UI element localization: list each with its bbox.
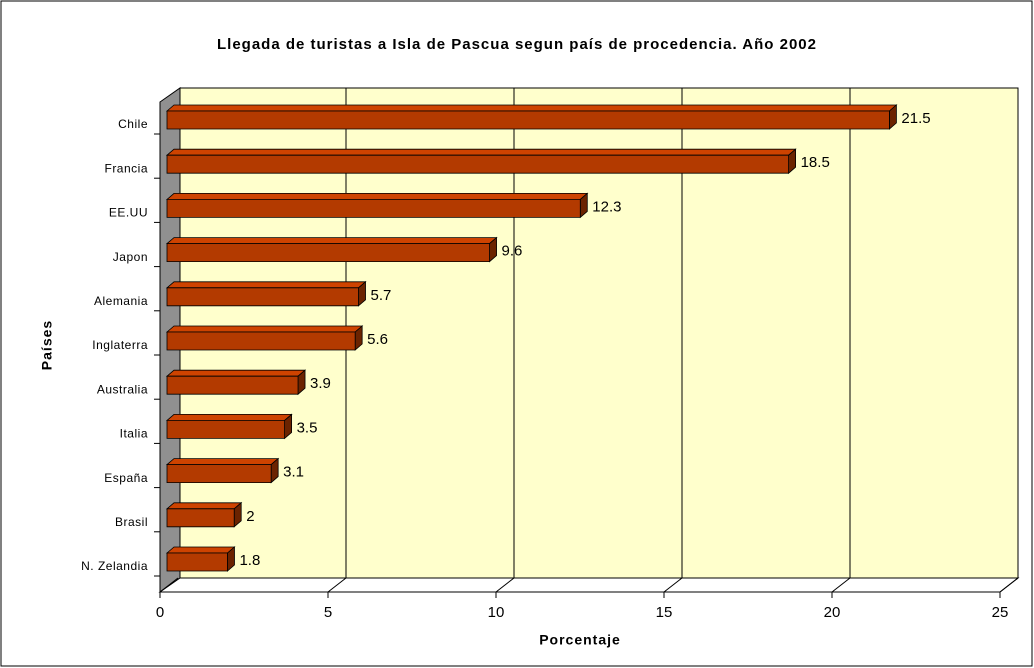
y-tick-label: N. Zelandia <box>81 559 148 573</box>
bar <box>165 457 280 484</box>
bar-front <box>166 331 356 351</box>
bar-top <box>165 546 236 554</box>
value-label: 3.1 <box>283 464 304 481</box>
bar-top <box>165 192 589 200</box>
bar-front <box>166 287 359 307</box>
floor-grid-line <box>999 577 1019 593</box>
bar <box>165 501 243 528</box>
bar-top <box>165 369 307 377</box>
floor <box>158 577 1020 593</box>
bar <box>165 369 307 396</box>
x-tick-label: 10 <box>488 604 505 621</box>
y-tick-label: Inglaterra <box>92 338 148 352</box>
bar-top <box>165 237 498 245</box>
x-tick-label: 20 <box>824 604 841 621</box>
value-label: 5.7 <box>371 287 392 304</box>
x-tick-label: 0 <box>156 604 164 621</box>
bar-front <box>166 243 490 263</box>
bar-top <box>165 413 293 421</box>
bar-front <box>166 508 235 528</box>
value-label: 3.5 <box>297 419 318 436</box>
value-label: 18.5 <box>801 154 830 171</box>
bar-front <box>166 464 272 484</box>
y-tick-label: Japon <box>113 250 148 264</box>
floor-grid-line <box>159 577 179 593</box>
bar-top <box>165 502 243 510</box>
y-tick-label: EE.UU <box>109 206 148 220</box>
bar-top <box>165 458 280 466</box>
y-tick-label: Brasil <box>115 515 148 529</box>
y-tick-label: Francia <box>104 161 148 175</box>
y-tick-label: Italia <box>120 427 148 441</box>
value-label: 2 <box>246 508 254 525</box>
value-label: 21.5 <box>901 110 930 127</box>
bar-top <box>165 148 797 156</box>
bar-front <box>166 552 228 572</box>
bar-front <box>166 375 299 395</box>
floor-grid-line <box>495 577 515 593</box>
y-tick-label: Chile <box>118 117 148 131</box>
y-tick-label: Alemania <box>94 294 148 308</box>
chart-title: Llegada de turistas a Isla de Pascua seg… <box>217 36 817 53</box>
bar <box>165 413 293 440</box>
bar-front <box>166 110 890 130</box>
bar-front <box>166 154 789 174</box>
bar-top <box>165 281 367 289</box>
floor-grid-line <box>663 577 683 593</box>
x-tick-label: 25 <box>992 604 1009 621</box>
bar-front <box>166 419 286 439</box>
bar <box>165 236 498 263</box>
bar <box>165 192 589 219</box>
floor-grid-line <box>327 577 347 593</box>
floor-grid-line <box>831 577 851 593</box>
bar <box>165 148 797 175</box>
bar <box>165 546 236 572</box>
value-label: 9.6 <box>502 243 523 260</box>
bar <box>165 104 898 130</box>
y-tick-label: Australia <box>97 382 148 396</box>
x-tick-label: 5 <box>324 604 332 621</box>
value-label: 12.3 <box>592 198 621 215</box>
bar <box>165 325 364 351</box>
y-axis-title: Países <box>39 320 55 370</box>
value-label: 5.6 <box>367 331 388 348</box>
bar-front <box>166 198 581 218</box>
value-label: 3.9 <box>310 375 331 392</box>
x-axis-title: Porcentaje <box>539 632 621 648</box>
value-label: 1.8 <box>239 552 260 569</box>
bar-top <box>165 325 364 333</box>
x-tick-label: 15 <box>656 604 673 621</box>
bar-top <box>165 104 898 112</box>
y-tick-label: España <box>104 471 148 485</box>
bar <box>165 280 367 307</box>
